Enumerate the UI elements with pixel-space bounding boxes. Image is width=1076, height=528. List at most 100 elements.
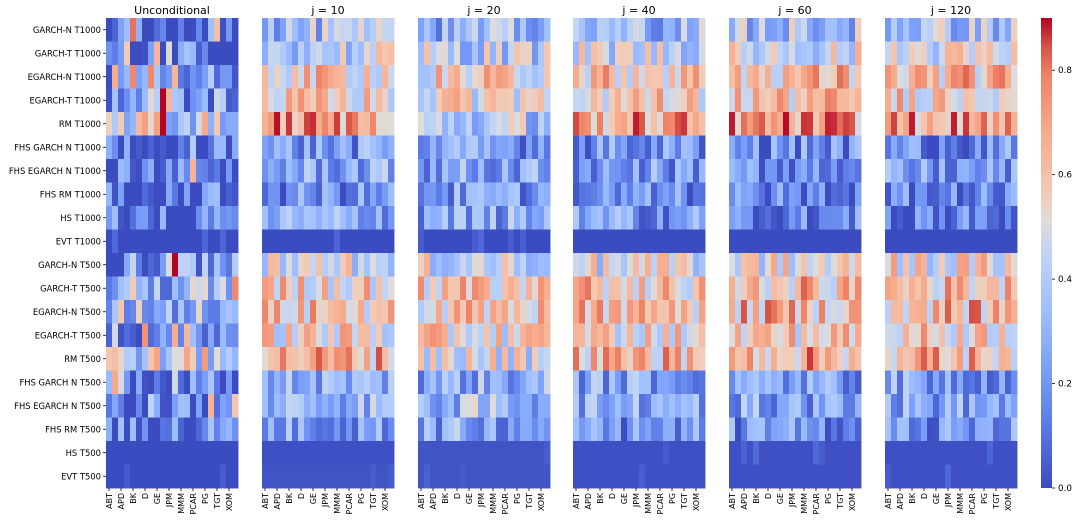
heatmap-cell: [579, 417, 586, 442]
heatmap-cell: [544, 65, 551, 89]
heatmap-cell: [292, 159, 299, 183]
heatmap-cell: [220, 441, 227, 465]
heatmap-cell: [514, 41, 521, 66]
heatmap-cell: [801, 276, 808, 301]
heatmap-cell: [376, 394, 383, 418]
heatmap-cell: [118, 65, 125, 89]
heatmap-cell: [106, 112, 113, 136]
panel-title: j = 40: [621, 4, 655, 17]
heatmap-cell: [915, 135, 922, 160]
heatmap-cell: [687, 370, 694, 395]
heatmap-cell: [166, 464, 173, 489]
heatmap-cell: [268, 441, 275, 465]
heatmap-cell: [969, 182, 976, 207]
heatmap-cell: [478, 229, 485, 254]
heatmap-cell: [472, 182, 479, 207]
heatmap-cell: [621, 88, 628, 113]
heatmap-cell: [813, 206, 820, 230]
heatmap-cell: [280, 206, 287, 230]
heatmap-cell: [909, 323, 916, 348]
heatmap-cell: [633, 323, 640, 348]
heatmap-cell: [292, 417, 299, 442]
heatmap-cell: [172, 18, 179, 42]
heatmap-cell: [208, 370, 215, 395]
heatmap-cell: [538, 417, 545, 442]
heatmap-cell: [675, 65, 682, 89]
heatmap-cell: [969, 464, 976, 489]
heatmap-cell: [933, 276, 940, 301]
heatmap-panel-5: [729, 18, 862, 489]
heatmap-cell: [166, 112, 173, 136]
heatmap-cell: [1011, 206, 1018, 230]
heatmap-cell: [675, 88, 682, 113]
heatmap-cell: [196, 88, 203, 113]
heatmap-cell: [825, 159, 832, 183]
heatmap-cell: [346, 323, 353, 348]
heatmap-cell: [933, 88, 940, 113]
x-tick-label: JPM: [477, 493, 486, 508]
heatmap-cell: [232, 441, 239, 465]
heatmap-cell: [975, 65, 982, 89]
heatmap-cell: [579, 370, 586, 395]
heatmap-cell: [460, 159, 467, 183]
heatmap-cell: [352, 370, 359, 395]
x-tick-label: BK: [596, 492, 605, 503]
heatmap-cell: [915, 394, 922, 418]
heatmap-cell: [855, 41, 862, 66]
heatmap-cell: [693, 229, 700, 254]
heatmap-cell: [544, 253, 551, 277]
heatmap-cell: [130, 65, 137, 89]
heatmap-cell: [765, 229, 772, 254]
heatmap-cell: [975, 229, 982, 254]
heatmap-cell: [382, 464, 389, 489]
heatmap-cell: [975, 370, 982, 395]
heatmap-cell: [747, 464, 754, 489]
heatmap-cell: [124, 276, 131, 301]
heatmap-cell: [591, 206, 598, 230]
heatmap-cell: [430, 229, 437, 254]
heatmap-cell: [226, 182, 233, 207]
heatmap-cell: [280, 417, 287, 442]
heatmap-cell: [957, 417, 964, 442]
heatmap-cell: [388, 394, 395, 418]
heatmap-cell: [579, 394, 586, 418]
heatmap-cell: [573, 441, 580, 465]
heatmap-cell: [454, 65, 461, 89]
heatmap-cell: [220, 182, 227, 207]
heatmap-cell: [196, 41, 203, 66]
heatmap-cell: [346, 464, 353, 489]
y-tick-label: FHS GARCH N T1000: [14, 142, 101, 152]
y-tick-label: EGARCH-N T1000: [28, 72, 101, 82]
heatmap-cell: [987, 323, 994, 348]
heatmap-cell: [466, 159, 473, 183]
x-tick-label: XOM: [1004, 493, 1013, 511]
heatmap-cell: [340, 41, 347, 66]
heatmap-cell: [591, 88, 598, 113]
heatmap-cell: [771, 253, 778, 277]
heatmap-cell: [903, 65, 910, 89]
heatmap-cell: [178, 18, 185, 42]
heatmap-cell: [741, 394, 748, 418]
heatmap-cell: [130, 464, 137, 489]
heatmap-cell: [621, 323, 628, 348]
heatmap-cell: [136, 18, 143, 42]
heatmap-cell: [154, 159, 161, 183]
heatmap-cell: [340, 464, 347, 489]
heatmap-cell: [370, 370, 377, 395]
heatmap-cell: [921, 417, 928, 442]
heatmap-cell: [981, 394, 988, 418]
x-tick-label: GE: [620, 493, 629, 504]
heatmap-cell: [603, 464, 610, 489]
heatmap-cell: [777, 18, 784, 42]
heatmap-cell: [442, 347, 449, 371]
heatmap-cell: [855, 135, 862, 160]
heatmap-cell: [226, 253, 233, 277]
heatmap-cell: [693, 112, 700, 136]
heatmap-cell: [741, 323, 748, 348]
heatmap-cell: [777, 300, 784, 324]
heatmap-cell: [957, 159, 964, 183]
heatmap-cell: [969, 347, 976, 371]
heatmap-cell: [460, 464, 467, 489]
heatmap-cell: [981, 229, 988, 254]
heatmap-cell: [112, 182, 119, 207]
